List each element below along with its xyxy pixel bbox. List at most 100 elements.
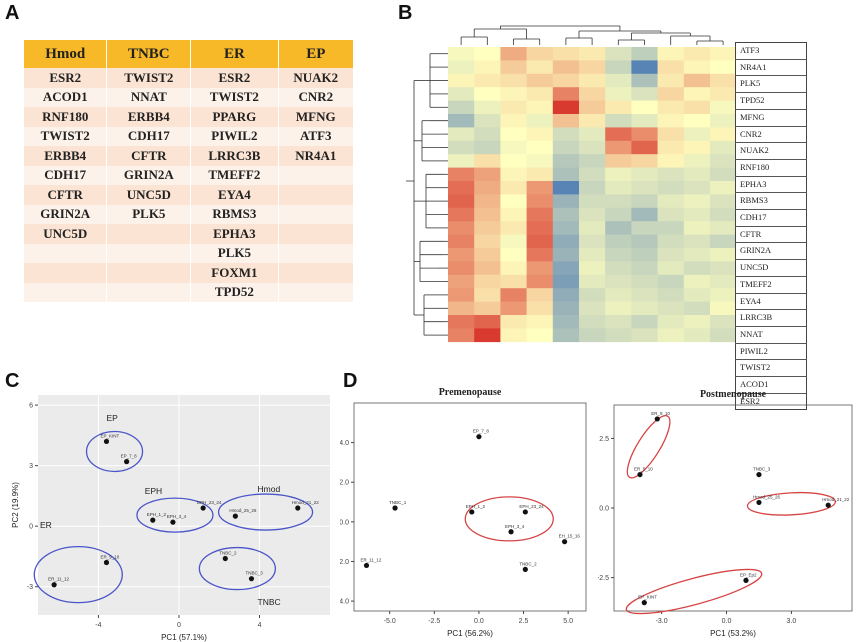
heatmap-cell <box>500 274 527 289</box>
heatmap-cell <box>683 154 711 168</box>
heatmap-cell <box>631 288 658 302</box>
heatmap-cell <box>631 167 658 182</box>
gene-label: CDH17 <box>740 212 767 222</box>
heatmap-cell <box>579 181 606 195</box>
data-point <box>825 502 831 508</box>
heatmap-cell <box>448 301 475 316</box>
heatmap-cell <box>448 234 475 249</box>
heatmap-cell <box>710 207 735 222</box>
point-label: EPH_23_24 <box>197 500 222 505</box>
heatmap-cell <box>579 328 606 343</box>
heatmap-cell <box>657 154 685 168</box>
heatmap-cell <box>631 114 658 128</box>
heatmap-cell <box>710 87 735 101</box>
heatmap-cell <box>552 301 580 316</box>
heatmap-cell <box>710 248 735 262</box>
heatmap-cell <box>710 288 735 302</box>
gene-label-divider <box>735 376 807 377</box>
table-cell <box>278 263 355 283</box>
gene-label: MFNG <box>740 111 765 122</box>
heatmap-cell <box>448 167 475 182</box>
heatmap-cell <box>552 140 580 155</box>
heatmap-cell <box>710 315 735 329</box>
heatmap-cell <box>605 288 632 302</box>
heatmap-cell <box>605 167 632 182</box>
table-header-hmod: Hmod <box>24 40 108 68</box>
gene-label-divider <box>735 192 807 194</box>
heatmap-cell <box>552 181 580 195</box>
data-point <box>743 577 749 583</box>
heatmap-cell <box>657 274 685 289</box>
heatmap-cell <box>683 100 711 115</box>
table-cell: PIWIL2 <box>190 126 279 146</box>
heatmap-cell <box>579 87 606 101</box>
y-tick-label: 0.0 <box>599 506 609 513</box>
table-cell: CFTR <box>106 146 192 166</box>
data-point <box>103 438 110 445</box>
table-cell <box>106 243 192 263</box>
heatmap-cell <box>552 194 580 209</box>
panel-label-c: C <box>5 370 20 392</box>
table-cell <box>24 243 108 263</box>
heatmap-cell <box>579 315 606 329</box>
heatmap-cell <box>579 60 606 75</box>
heatmap-cell <box>448 140 475 155</box>
table-cell: EYA4 <box>190 185 279 205</box>
gene-label-divider <box>735 392 807 394</box>
table-row: TPD52 <box>24 282 355 302</box>
data-point <box>522 509 528 515</box>
heatmap-cell <box>552 234 580 249</box>
gene-label: LRRC3B <box>740 312 773 323</box>
heatmap-cell <box>526 73 554 88</box>
table-cell: GRIN2A <box>106 165 192 185</box>
heatmap-cell <box>579 114 606 128</box>
heatmap-cell <box>657 288 685 302</box>
point-label: TNBC_1 <box>389 500 407 505</box>
table-row: RNF180 ERBB4 PPARG MFNG <box>24 107 355 127</box>
heatmap-cell <box>448 248 475 262</box>
gene-label: NUAK2 <box>740 145 769 156</box>
heatmap-cell <box>474 127 501 142</box>
heatmap-cell <box>657 234 685 249</box>
x-tick-label: 2.5 <box>519 618 529 625</box>
heatmap-cell <box>448 100 475 115</box>
heatmap-cell <box>631 261 658 276</box>
heatmap-cell <box>631 221 658 235</box>
gene-label-divider <box>735 125 807 127</box>
heatmap-cell <box>474 100 501 115</box>
y-tick-label: -3 <box>27 584 33 591</box>
x-tick-label: -2.5 <box>428 618 440 625</box>
heatmap-cell <box>526 87 554 101</box>
table-row: FOXM1 <box>24 263 355 283</box>
point-label: Hmod_25_26 <box>753 494 781 499</box>
heatmap-cell <box>474 140 501 155</box>
heatmap-cell <box>605 181 632 195</box>
heatmap-cell <box>500 73 527 88</box>
heatmap-cell <box>448 274 475 289</box>
heatmap-cell <box>605 234 632 249</box>
heatmap-cell <box>448 127 475 142</box>
heatmap-cell <box>710 274 735 289</box>
heatmap-cell <box>448 194 475 209</box>
gene-label: ATF3 <box>740 45 760 55</box>
table-cell: TPD52 <box>190 282 279 302</box>
table-cell: TWIST2 <box>24 126 108 146</box>
heatmap-cell <box>526 167 554 182</box>
heatmap-cell <box>657 181 685 195</box>
heatmap-cell <box>683 181 711 195</box>
heatmap-cell <box>579 221 606 235</box>
heatmap-cell <box>474 234 501 249</box>
heatmap-cell <box>448 73 475 88</box>
heatmap-cell <box>500 127 527 142</box>
heatmap-cell <box>657 301 685 316</box>
heatmap-cell <box>474 167 501 182</box>
heatmap-cell <box>474 154 501 168</box>
heatmap-cell <box>552 274 580 289</box>
table-cell: GRIN2A <box>24 204 108 224</box>
heatmap-cell <box>683 234 711 249</box>
heatmap-cell <box>474 221 501 235</box>
table-cell: CDH17 <box>106 126 192 146</box>
data-point <box>150 517 156 523</box>
group-label: EPH <box>145 486 162 496</box>
